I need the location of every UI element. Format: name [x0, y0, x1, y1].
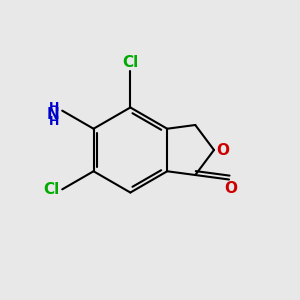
Text: O: O: [217, 142, 230, 158]
Text: Cl: Cl: [44, 182, 60, 197]
Text: H: H: [49, 100, 59, 114]
Text: Cl: Cl: [122, 55, 139, 70]
Text: H: H: [49, 115, 59, 128]
Text: O: O: [224, 181, 237, 196]
Text: N: N: [46, 107, 59, 122]
